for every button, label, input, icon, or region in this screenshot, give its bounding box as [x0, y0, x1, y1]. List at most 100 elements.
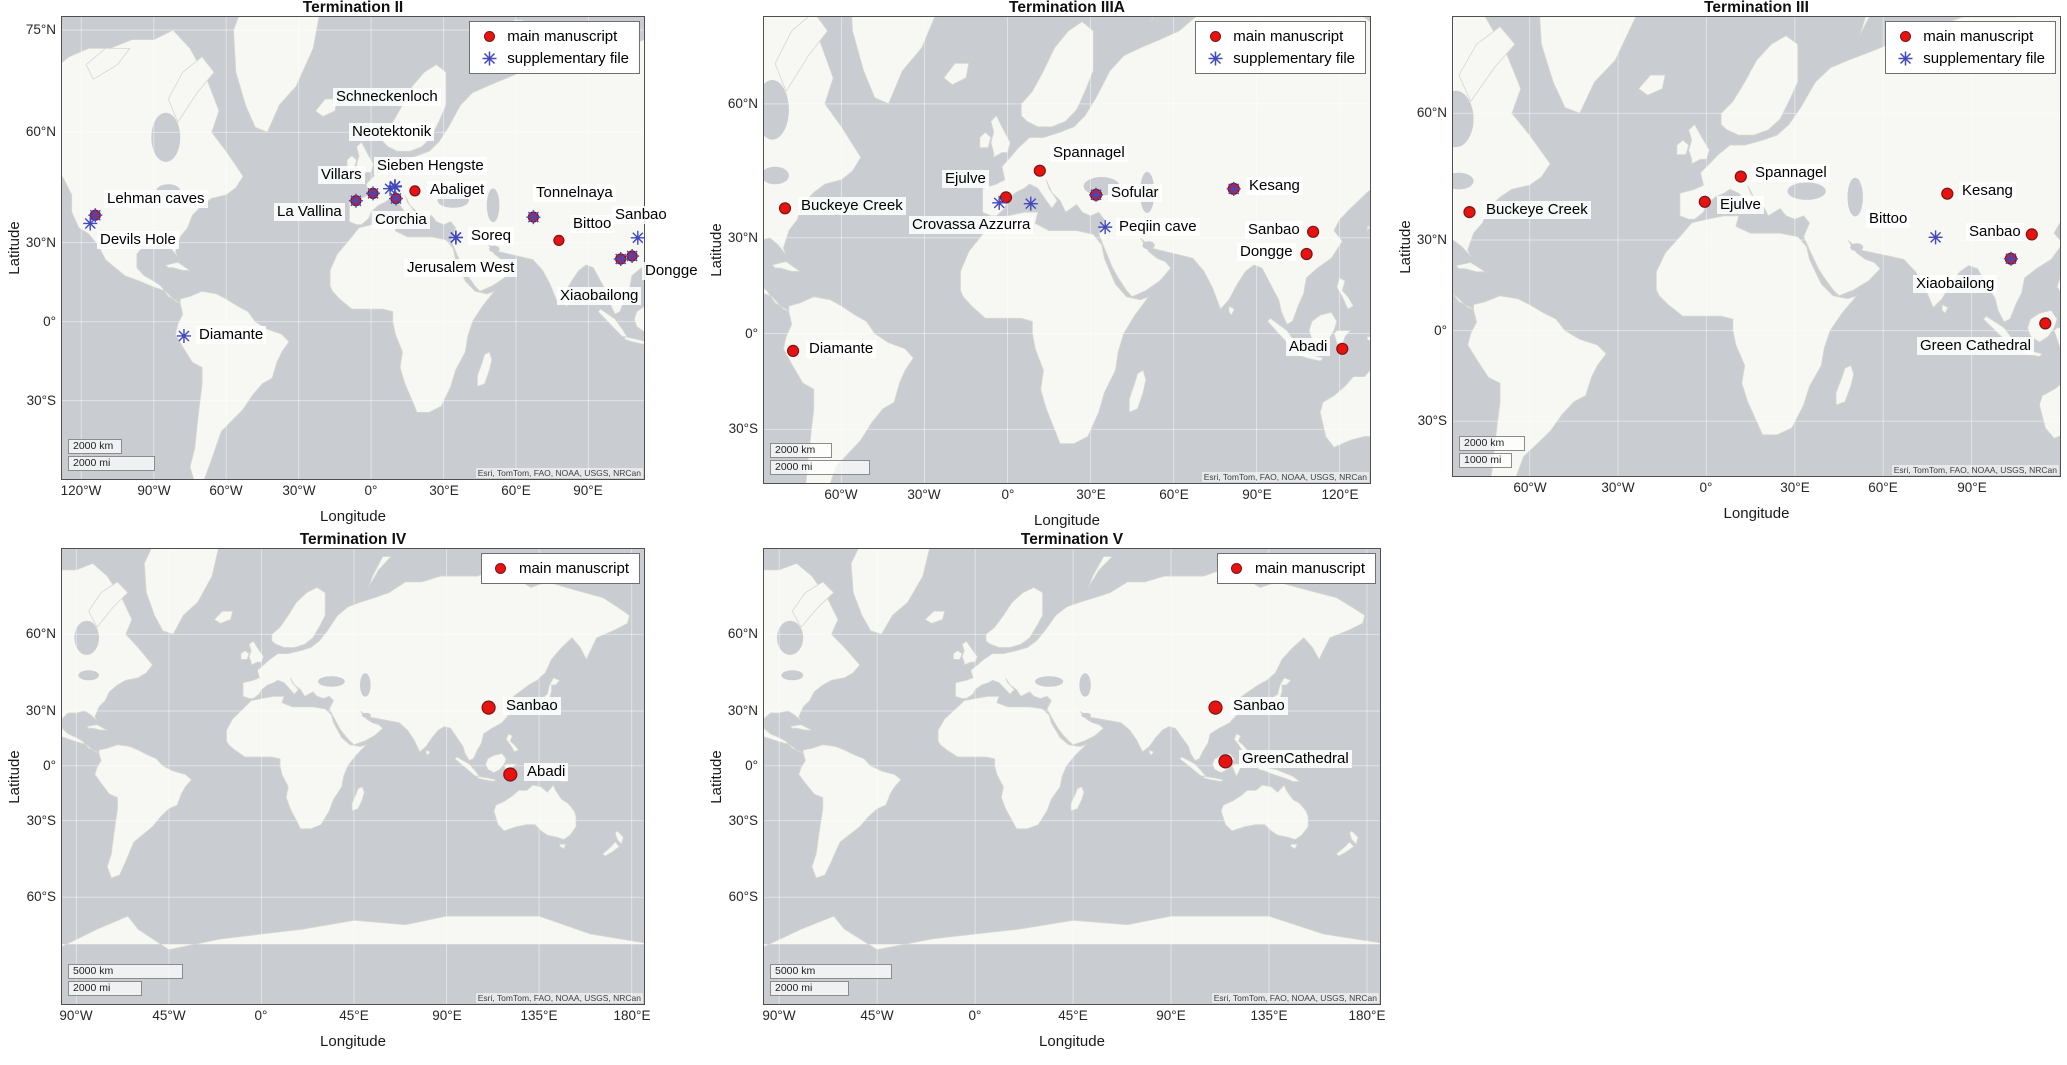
- legend-item-supplementary-file: supplementary file: [1896, 50, 2045, 67]
- site-marker-main: [1306, 225, 1320, 238]
- site-marker-main: [1336, 342, 1349, 355]
- landmass: [88, 581, 129, 628]
- lat-tick-label: 30°S: [26, 393, 56, 408]
- lon-tick-label: 60°E: [1868, 480, 1898, 495]
- site-marker-supplementary: [992, 195, 1007, 210]
- lat-tick-label: 75°N: [25, 22, 56, 37]
- site-marker-supplementary: [1023, 196, 1038, 211]
- lat-tick-label: 60°S: [26, 889, 56, 904]
- supplementary-file-marker-icon: [1208, 51, 1223, 66]
- inland-water: [1081, 712, 1091, 718]
- landmass: [955, 569, 1366, 761]
- map-panel-termination-iv: Termination IV Latitude Longitude main m…: [6, 532, 650, 1050]
- landmass: [242, 569, 631, 762]
- scalebar-mi-label: 2000 mi: [775, 982, 813, 994]
- lon-tick-label: 120°W: [60, 483, 102, 498]
- scalebar-mi: 1000 mi: [1459, 453, 1512, 468]
- landmass: [791, 581, 835, 628]
- landmass: [1228, 305, 1235, 316]
- landmass: [94, 744, 193, 879]
- landmass: [167, 56, 215, 123]
- inland-water: [1453, 172, 1474, 190]
- landmass: [271, 586, 326, 648]
- landmass: [990, 115, 1011, 158]
- landmass: [1638, 74, 1666, 96]
- legend-item-main-manuscript: main manuscript: [492, 560, 629, 577]
- lat-tick-label: 0°: [745, 758, 758, 773]
- landmass: [953, 650, 963, 660]
- lon-tick-label: 30°E: [1076, 487, 1106, 502]
- landmass: [633, 306, 644, 333]
- legend-icon-wrap: [1206, 31, 1224, 42]
- inland-water: [1035, 676, 1064, 687]
- site-label: Buckeye Creek: [798, 197, 906, 215]
- inland-water: [74, 620, 99, 655]
- lon-tick-label: 0°: [968, 1008, 982, 1023]
- site-label: Buckeye Creek: [1483, 201, 1591, 219]
- legend-icon-wrap: [480, 51, 498, 66]
- site-label: Spannagel: [1752, 164, 1830, 182]
- landmass: [1151, 17, 1154, 22]
- main-manuscript-marker-icon: [495, 563, 507, 574]
- legend-item-main-manuscript: main manuscript: [1228, 560, 1365, 577]
- landmass: [1290, 843, 1298, 850]
- lat-tick-label: 60°N: [727, 96, 758, 111]
- site-marker-main: [1698, 195, 1711, 208]
- lat-tick-label: 30°S: [728, 813, 758, 828]
- landmass: [248, 640, 264, 666]
- landmass: [1366, 336, 1370, 342]
- inland-water: [1850, 243, 1864, 252]
- site-label: Kesang: [1246, 177, 1303, 195]
- landmass: [477, 351, 493, 387]
- legend-label: main manuscript: [518, 560, 629, 577]
- lat-tick-label: 30°S: [728, 421, 758, 436]
- lon-tick-label: 0°: [1699, 480, 1713, 495]
- site-marker-main: [778, 202, 792, 215]
- site-marker-supplementary: [613, 252, 628, 267]
- landmass: [771, 261, 802, 272]
- landmass: [1688, 123, 1710, 165]
- landmass: [614, 830, 624, 846]
- legend: main manuscript supplementary file: [1885, 21, 2056, 74]
- inland-water: [1787, 182, 1826, 200]
- landmass: [924, 610, 946, 624]
- site-marker-main: [1941, 187, 1954, 200]
- landmass: [1366, 225, 1370, 232]
- site-marker-supplementary: [449, 230, 464, 245]
- site-marker-supplementary: [1088, 187, 1103, 202]
- lon-tick-label: 90°E: [432, 1008, 462, 1023]
- landmass: [851, 17, 936, 105]
- landmass: [979, 131, 992, 148]
- scalebar-mi: 2000 mi: [770, 460, 870, 475]
- inland-water: [764, 166, 789, 185]
- panel-title: Termination IV: [299, 531, 407, 548]
- lon-tick-label: 60°W: [209, 483, 243, 498]
- site-marker-supplementary: [83, 216, 98, 231]
- lon-tick-label: 60°E: [501, 483, 531, 498]
- site-label: Bittoo: [570, 215, 615, 233]
- inland-water: [1079, 673, 1091, 697]
- site-marker-main: [2025, 228, 2038, 241]
- lon-tick-label: 60°W: [1513, 480, 1547, 495]
- site-marker-main: [2039, 317, 2052, 330]
- supplementary-file-marker-icon: [1898, 51, 1913, 66]
- scalebar-km: 2000 km: [770, 443, 832, 458]
- lat-tick-label: 30°N: [727, 230, 758, 245]
- site-label: Devils Hole: [97, 231, 179, 249]
- site-label: Dongge: [1237, 243, 1296, 261]
- site-marker-supplementary: [1226, 181, 1241, 196]
- site-label: GreenCathedral: [1239, 750, 1352, 768]
- lat-tick-label: 60°N: [25, 626, 56, 641]
- landmass: [213, 610, 234, 624]
- lon-tick-label: 0°: [1001, 487, 1015, 502]
- legend-label: supplementary file: [507, 50, 629, 67]
- map-attribution: Esri, TomTom, FAO, NOAA, USGS, NRCan: [475, 468, 643, 478]
- scalebar-km: 2000 km: [1459, 436, 1525, 451]
- landmass: [1203, 775, 1225, 782]
- site-marker-supplementary: [88, 208, 103, 223]
- landmass: [1128, 369, 1147, 413]
- legend-label: main manuscript: [1233, 28, 1344, 45]
- lon-tick-label: 30°W: [907, 487, 941, 502]
- site-label: Xiaobailong: [557, 287, 642, 305]
- site-label: Sanbao: [612, 206, 670, 224]
